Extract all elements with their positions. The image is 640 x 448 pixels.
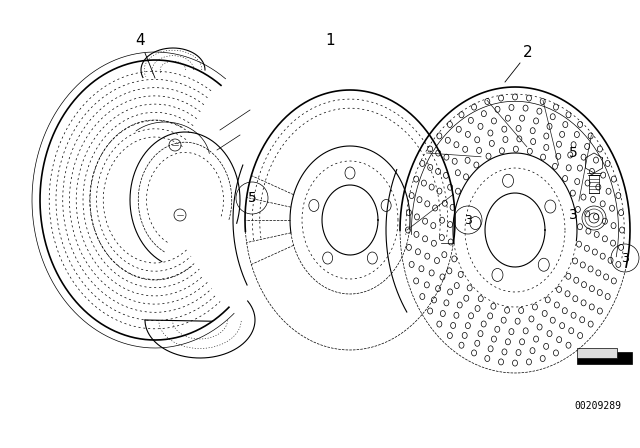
Text: 00209289: 00209289 xyxy=(575,401,621,411)
Text: 3: 3 xyxy=(569,208,578,222)
Text: 4: 4 xyxy=(135,33,145,48)
Polygon shape xyxy=(577,352,632,364)
Text: 5: 5 xyxy=(569,146,578,160)
Text: 3: 3 xyxy=(621,251,629,264)
Text: 2: 2 xyxy=(523,45,532,60)
Text: 3: 3 xyxy=(464,214,472,227)
Polygon shape xyxy=(577,348,617,358)
Text: 5: 5 xyxy=(248,191,257,205)
Text: 1: 1 xyxy=(325,33,335,48)
